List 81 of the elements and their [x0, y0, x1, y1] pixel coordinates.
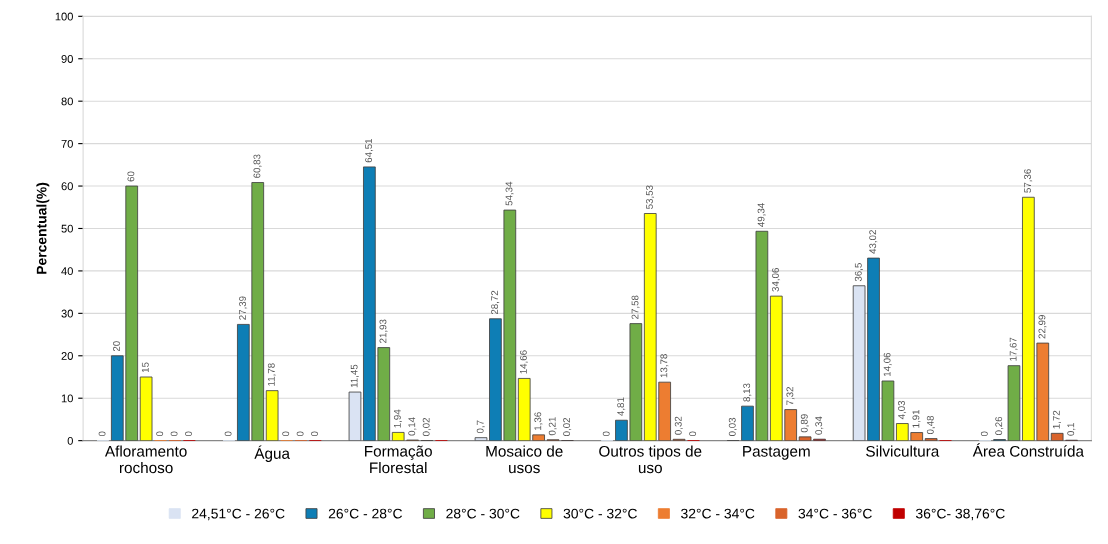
- x-tick-label: Silvicultura: [866, 445, 940, 457]
- data-label: 0,14: [408, 417, 417, 436]
- data-label: 21,93: [379, 319, 388, 343]
- y-tick-label: 10: [61, 394, 73, 403]
- data-label: 43,02: [869, 230, 878, 254]
- data-label: 15: [141, 362, 149, 373]
- legend-label: 28°C - 30°C: [446, 508, 520, 519]
- data-label: 36,5: [854, 263, 863, 282]
- data-label: 0: [282, 431, 290, 437]
- legend-label: 24,51°C - 26°C: [192, 508, 285, 521]
- data-label: 1,72: [1052, 410, 1061, 429]
- x-tick-label: Mosaico de usos: [486, 445, 563, 474]
- x-tick-label: Formação Florestal: [365, 445, 432, 474]
- y-tick-label: 40: [61, 267, 73, 276]
- legend-label: 26°C - 28°C: [328, 508, 403, 519]
- y-tick-label: 50: [61, 224, 73, 233]
- data-label: 0,89: [800, 414, 809, 433]
- data-label: 0: [296, 431, 304, 437]
- data-label: 0,7: [476, 420, 485, 434]
- data-label: 60: [127, 171, 135, 182]
- data-label: 20: [113, 341, 120, 352]
- data-label: 7,32: [786, 386, 795, 405]
- data-label: 13,78: [660, 354, 669, 378]
- x-tick-label: Área Construída: [972, 443, 1084, 457]
- data-label: 64,51: [365, 138, 374, 163]
- data-label: 53,53: [645, 185, 655, 209]
- data-label: 0,03: [728, 417, 737, 436]
- data-label: 0,48: [926, 415, 935, 435]
- data-label: 54,34: [505, 181, 514, 206]
- data-label: 4,03: [898, 400, 907, 420]
- data-label: 11,78: [267, 363, 276, 386]
- data-label: 0: [689, 431, 697, 437]
- data-label: 60,83: [253, 154, 262, 178]
- data-label: 0,1: [1067, 423, 1076, 436]
- x-tick-label: Água: [254, 445, 290, 462]
- data-label: 0,21: [548, 417, 557, 436]
- y-tick-label: 80: [61, 97, 73, 106]
- data-label: 0,02: [422, 417, 431, 437]
- data-label: 0,26: [995, 416, 1004, 435]
- data-label: 17,67: [1009, 337, 1018, 361]
- data-label: 0: [170, 431, 178, 437]
- data-label: 0: [98, 431, 106, 437]
- x-tick-label: Outros tipos de uso: [599, 445, 702, 474]
- data-label: 0: [224, 431, 232, 437]
- data-label: 14,66: [519, 350, 528, 374]
- data-label: 27,58: [631, 295, 640, 319]
- y-tick-label: 100: [55, 12, 73, 21]
- data-label: 0: [311, 431, 318, 437]
- data-label: 34,06: [772, 268, 781, 292]
- y-axis-title: Percentual(%): [36, 182, 50, 274]
- y-tick-label: 30: [61, 309, 73, 318]
- data-label: 27,39: [239, 296, 248, 320]
- data-label: 22,99: [1038, 315, 1047, 339]
- legend-label: 30°C - 32°C: [563, 508, 637, 519]
- data-label: 1,94: [393, 409, 402, 428]
- legend-label: 32°C - 34°C: [681, 508, 755, 519]
- data-label: 57,36: [1024, 169, 1033, 193]
- data-label: 8,13: [743, 383, 752, 402]
- data-label: 0,32: [674, 416, 683, 435]
- data-label: 49,34: [757, 203, 766, 227]
- y-tick-label: 70: [61, 139, 73, 148]
- legend-label: 36°C- 38,76°C: [915, 508, 1005, 521]
- data-label: 0: [156, 431, 164, 437]
- data-label: 4,81: [617, 397, 626, 416]
- data-label: 0: [185, 431, 192, 437]
- data-label: 28,72: [491, 290, 500, 315]
- x-tick-label: Afloramento rochoso: [104, 445, 187, 474]
- data-label: 0,02: [563, 417, 572, 437]
- data-label: 14,06: [883, 352, 892, 377]
- data-label: 0: [602, 431, 610, 437]
- legend-label: 34°C - 36°C: [798, 508, 872, 519]
- y-tick-label: 60: [61, 182, 73, 191]
- data-label: 1,91: [912, 409, 921, 428]
- data-label: 11,45: [350, 364, 359, 388]
- data-label: 1,36: [534, 412, 543, 430]
- y-tick-label: 0: [67, 436, 73, 445]
- data-label: 0: [980, 431, 988, 437]
- x-tick-label: Pastagem: [743, 446, 810, 460]
- data-label: 0,34: [815, 416, 824, 435]
- y-tick-label: 90: [61, 55, 73, 63]
- y-tick-label: 20: [61, 352, 73, 360]
